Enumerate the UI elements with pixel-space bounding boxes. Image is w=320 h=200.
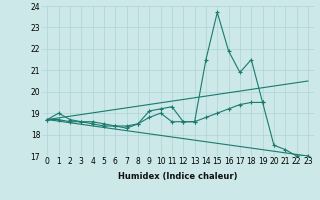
X-axis label: Humidex (Indice chaleur): Humidex (Indice chaleur) <box>118 172 237 181</box>
